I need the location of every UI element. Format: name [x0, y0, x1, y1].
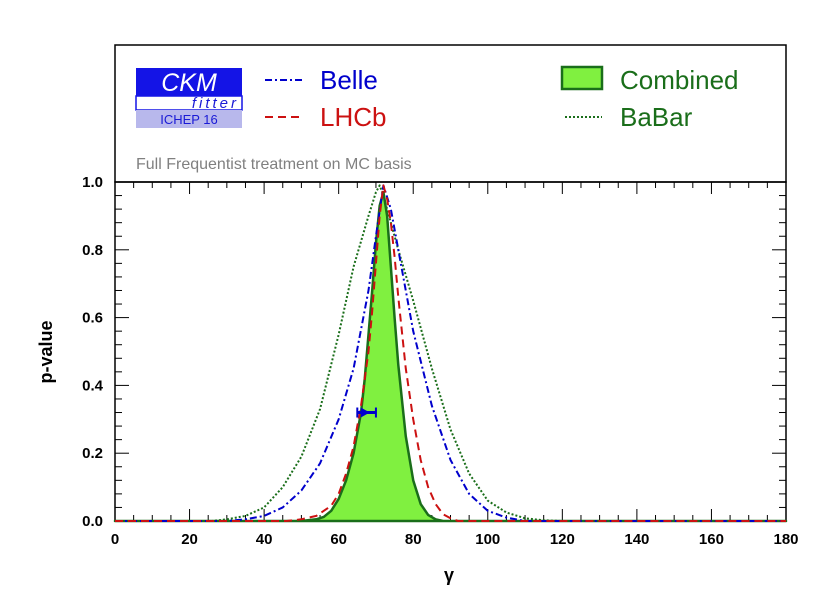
legend-entry-babar: BaBar — [565, 102, 693, 132]
curves — [113, 184, 788, 523]
legend-entry-lhcb: LHCb — [265, 102, 386, 132]
y-tick-label: 0.6 — [82, 310, 103, 327]
tick-labels: 0 20 40 60 80 100 120 140 160 180 0.0 0.2 0.4 0.6 0.8 1… — [82, 174, 798, 548]
logo-sub-text: fitter — [192, 95, 239, 112]
x-tick-label: 100 — [475, 531, 500, 548]
x-tick-label: 20 — [181, 531, 198, 548]
x-tick-label: 0 — [111, 531, 119, 548]
logo-main-bar — [136, 68, 242, 96]
errorbar — [356, 407, 377, 418]
errorbar-marker — [360, 407, 370, 418]
x-tick-label: 60 — [330, 531, 347, 548]
legend-label-lhcb: LHCb — [320, 102, 386, 132]
legend-entry-belle: Belle — [265, 65, 378, 95]
ckmfitter-logo: CKM fitter ICHEP 16 — [135, 68, 243, 128]
x-tick-label: 180 — [773, 531, 798, 548]
curve-lhcb — [115, 184, 786, 522]
x-tick-label: 160 — [699, 531, 724, 548]
y-tick-label: 0.4 — [82, 377, 104, 394]
y-tick-label: 0.0 — [82, 513, 103, 530]
y-tick-label: 0.2 — [82, 445, 103, 462]
x-tick-label: 40 — [256, 531, 273, 548]
annotation-text: Full Frequentist treatment on MC basis — [136, 156, 412, 173]
x-tick-label: 120 — [550, 531, 575, 548]
y-tick-label: 0.8 — [82, 242, 103, 259]
plot-frame — [114, 181, 787, 522]
curve-babar — [115, 184, 786, 522]
curve-combined — [113, 190, 788, 523]
x-tick-label: 140 — [624, 531, 649, 548]
logo-tag-bar — [136, 110, 242, 128]
y-tick-label: 1.0 — [82, 174, 103, 191]
logo-tag-text: ICHEP 16 — [160, 112, 218, 127]
legend-label-belle: Belle — [320, 65, 378, 95]
curve-belle — [115, 184, 786, 522]
y-axis-title: p-value — [36, 320, 56, 383]
x-tick-label: 80 — [405, 531, 422, 548]
x-axis-title: γ — [444, 565, 454, 585]
legend-swatch-combined — [560, 65, 604, 91]
legend-entry-combined: Combined — [560, 65, 739, 95]
axis-ticks — [114, 181, 787, 522]
legend-label-combined: Combined — [620, 65, 739, 95]
logo-main-text: CKM — [161, 69, 217, 97]
legend-label-babar: BaBar — [620, 102, 693, 132]
